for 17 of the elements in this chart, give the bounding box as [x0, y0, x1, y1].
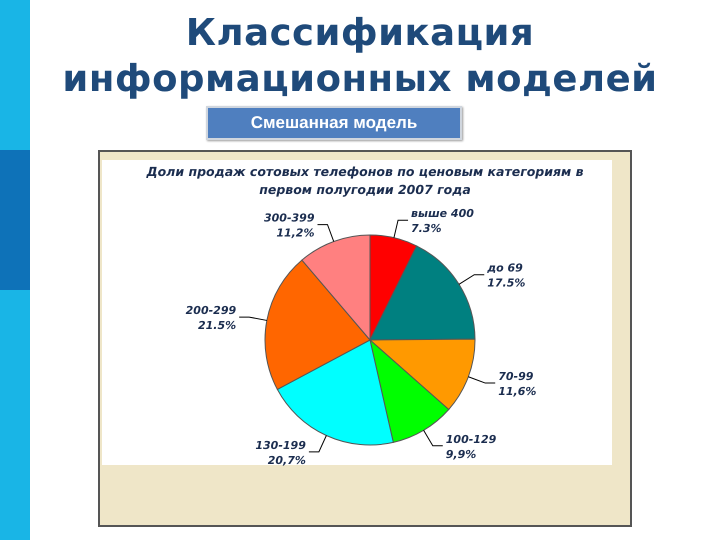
slice-label: 130-199	[255, 438, 306, 452]
slice-label: до 69	[486, 262, 524, 275]
slice-label: 200-299	[186, 304, 236, 318]
slice-label: 70-99	[498, 370, 534, 384]
slice-label: выше 400	[411, 207, 474, 220]
data-label: 21.5%	[198, 319, 236, 332]
data-label: 20,7%	[268, 454, 306, 467]
data-label: 17.5%	[487, 276, 526, 290]
text: Классификация информационных моделей	[61, 10, 659, 102]
chart-title: Доли продаж сотовых телефонов по ценовым категориям в первом полугодии 2007 года	[145, 163, 585, 199]
data-label: 9,9%	[446, 448, 476, 461]
data-label: 7.3%	[411, 222, 442, 236]
text: Смешанная модель	[206, 106, 462, 140]
data-label: 11,2%	[276, 226, 314, 240]
data-label: 11,6%	[498, 385, 536, 398]
slice-label: 100-129	[446, 432, 497, 446]
slice-label: 300-399	[264, 212, 315, 225]
